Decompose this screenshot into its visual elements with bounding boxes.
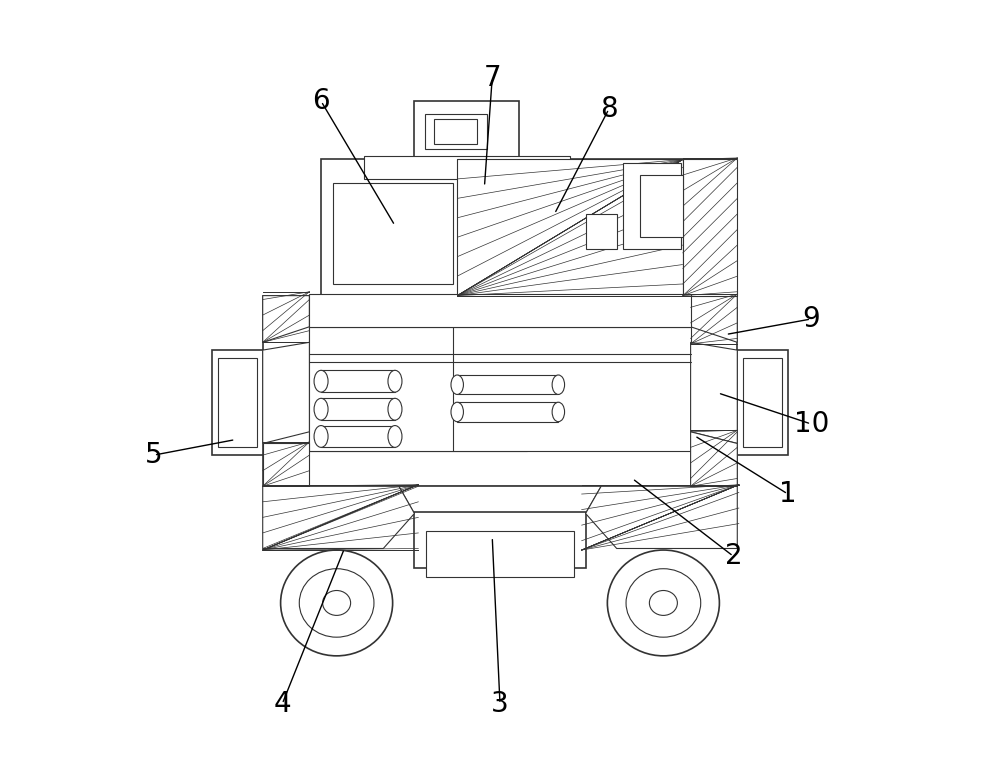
Bar [640, 175, 683, 237]
Ellipse shape [281, 550, 393, 656]
Ellipse shape [388, 398, 402, 420]
Ellipse shape [552, 402, 565, 422]
Bar [457, 375, 558, 394]
Bar [309, 294, 691, 327]
Ellipse shape [314, 426, 328, 447]
Polygon shape [691, 342, 737, 443]
Polygon shape [691, 432, 737, 486]
Text: 5: 5 [145, 441, 163, 469]
Text: 6: 6 [312, 87, 330, 115]
Bar [426, 531, 574, 577]
Ellipse shape [626, 569, 701, 637]
Ellipse shape [607, 550, 719, 656]
Polygon shape [263, 443, 309, 486]
Bar [263, 296, 737, 486]
Text: 2: 2 [725, 542, 742, 570]
Ellipse shape [649, 591, 677, 615]
Polygon shape [263, 296, 309, 342]
Ellipse shape [323, 591, 351, 615]
Polygon shape [399, 486, 601, 513]
Polygon shape [457, 159, 683, 296]
Bar [309, 323, 527, 451]
Bar [364, 156, 570, 179]
Bar [218, 358, 257, 447]
Bar [321, 370, 395, 392]
Bar [309, 323, 691, 451]
Bar [333, 183, 453, 284]
Polygon shape [263, 342, 309, 443]
Polygon shape [263, 486, 414, 548]
Bar [737, 350, 788, 455]
Bar [425, 114, 487, 149]
Polygon shape [586, 486, 737, 548]
Text: 1: 1 [779, 480, 797, 508]
Ellipse shape [299, 569, 374, 637]
Bar [743, 358, 782, 447]
Ellipse shape [451, 375, 463, 394]
Bar [457, 402, 558, 422]
Ellipse shape [388, 370, 402, 392]
Bar [321, 159, 683, 296]
Bar [321, 398, 395, 420]
Bar [321, 426, 395, 447]
Bar [434, 119, 477, 144]
Bar [212, 350, 263, 455]
Bar [414, 512, 586, 568]
Polygon shape [683, 159, 737, 296]
Ellipse shape [314, 370, 328, 392]
Bar [623, 163, 681, 249]
Ellipse shape [314, 398, 328, 420]
Bar [586, 214, 617, 249]
Bar [414, 101, 519, 159]
Text: 9: 9 [802, 305, 820, 333]
Text: 8: 8 [600, 95, 618, 123]
Ellipse shape [388, 426, 402, 447]
Text: 7: 7 [483, 64, 501, 92]
Text: 4: 4 [273, 690, 291, 718]
Ellipse shape [451, 402, 463, 422]
Text: 10: 10 [794, 410, 829, 438]
Text: 3: 3 [491, 690, 509, 718]
Ellipse shape [552, 375, 565, 394]
Polygon shape [691, 296, 737, 342]
